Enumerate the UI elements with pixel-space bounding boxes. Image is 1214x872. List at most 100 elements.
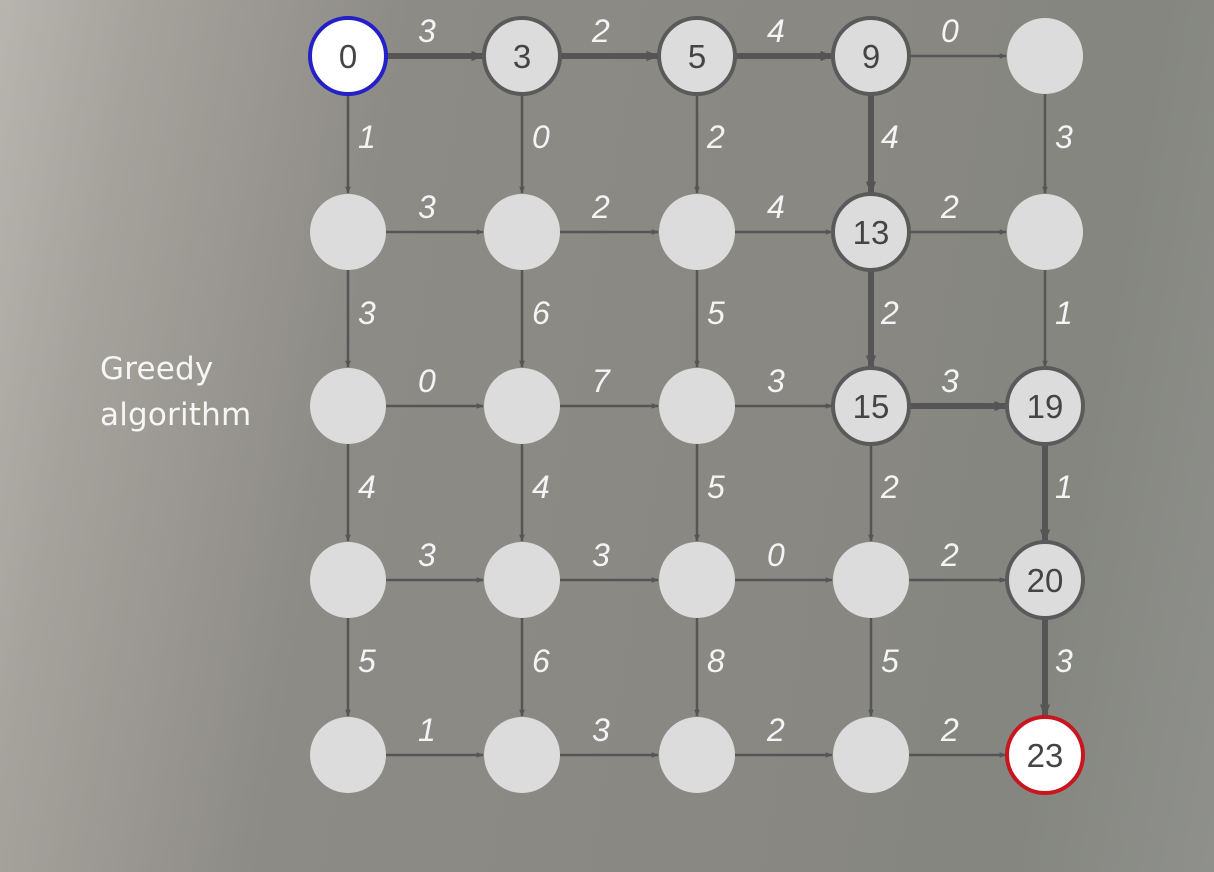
- grid-node-4-2: [659, 717, 735, 793]
- grid-node-0-3: 9: [831, 16, 911, 96]
- grid-node-2-2: [659, 368, 735, 444]
- weight-h-0-0: 3: [418, 13, 436, 49]
- caption-line-1: Greedy: [100, 351, 214, 387]
- weight-h-3-1: 3: [592, 537, 610, 573]
- weight-v-0-3: 4: [881, 119, 899, 155]
- grid-node-1-0: [310, 194, 386, 270]
- weight-v-3-4: 3: [1055, 643, 1073, 679]
- node-circle: [484, 368, 560, 444]
- node-circle: [484, 717, 560, 793]
- weight-v-0-2: 2: [706, 119, 725, 155]
- grid-node-3-0: [310, 542, 386, 618]
- node-circle: [482, 16, 562, 96]
- weight-v-0-1: 0: [532, 119, 550, 155]
- weight-v-2-1: 4: [532, 469, 550, 505]
- node-score: 3: [513, 38, 531, 75]
- node-circle: [1007, 194, 1083, 270]
- grid-node-1-3: 13: [831, 192, 911, 272]
- weight-h-1-2: 4: [767, 189, 785, 225]
- grid-node-3-1: [484, 542, 560, 618]
- grid-node-0-1: 3: [482, 16, 562, 96]
- grid-node-4-3: [833, 717, 909, 793]
- node-circle: [484, 194, 560, 270]
- node-score: 0: [339, 38, 357, 75]
- weight-h-3-0: 3: [418, 537, 436, 573]
- grid-node-4-0: [310, 717, 386, 793]
- weight-h-3-2: 0: [767, 537, 785, 573]
- weight-v-1-4: 1: [1055, 295, 1073, 331]
- grid-node-1-4: [1007, 194, 1083, 270]
- node-circle: [659, 542, 735, 618]
- end-node: 23: [1005, 715, 1085, 795]
- grid-node-3-3: [833, 542, 909, 618]
- node-circle: [659, 194, 735, 270]
- weight-v-2-2: 5: [707, 469, 725, 505]
- grid-node-3-4: 20: [1005, 540, 1085, 620]
- weight-h-2-1: 7: [592, 363, 611, 399]
- node-circle: [310, 368, 386, 444]
- weight-v-2-4: 1: [1055, 469, 1073, 505]
- weight-v-3-0: 5: [358, 643, 376, 679]
- grid-node-1-2: [659, 194, 735, 270]
- weight-v-1-3: 2: [880, 295, 899, 331]
- weight-v-3-2: 8: [707, 643, 725, 679]
- grid-node-1-1: [484, 194, 560, 270]
- node-circle: [310, 542, 386, 618]
- node-score: 15: [853, 388, 890, 425]
- node-circle: [657, 16, 737, 96]
- node-circle: [831, 366, 911, 446]
- node-circle: [659, 368, 735, 444]
- caption-line-2: algorithm: [100, 397, 252, 433]
- node-score: 20: [1027, 562, 1064, 599]
- grid-node-0-4: [1007, 18, 1083, 94]
- grid-node-2-4: 19: [1005, 366, 1085, 446]
- edges-layer: [345, 50, 1051, 758]
- caption: Greedy algorithm: [100, 346, 251, 438]
- node-score: 23: [1027, 737, 1064, 774]
- weight-v-1-0: 3: [358, 295, 376, 331]
- weight-v-3-1: 6: [532, 643, 550, 679]
- node-circle: [1005, 540, 1085, 620]
- weight-v-2-3: 2: [880, 469, 899, 505]
- node-score: 13: [853, 214, 890, 251]
- grid-node-3-2: [659, 542, 735, 618]
- node-circle: [1007, 18, 1083, 94]
- weight-v-1-1: 6: [532, 295, 550, 331]
- grid-node-0-2: 5: [657, 16, 737, 96]
- weight-h-4-0: 1: [418, 712, 436, 748]
- node-circle: [659, 717, 735, 793]
- grid-node-2-3: 15: [831, 366, 911, 446]
- grid-node-2-0: [310, 368, 386, 444]
- node-score: 5: [688, 38, 706, 75]
- weight-h-2-3: 3: [941, 363, 959, 399]
- weight-h-1-3: 2: [940, 189, 959, 225]
- edge-labels-layer: 3 2 4 03 2 4 20 7 3 33 3 0 21 3 2 21 0 2 4 33 6 5 2 14 4 5 2 15 6 8 5 3: [358, 13, 1073, 748]
- node-circle: [1005, 366, 1085, 446]
- node-score: 19: [1027, 388, 1064, 425]
- node-circle: [310, 194, 386, 270]
- weight-v-3-3: 5: [881, 643, 899, 679]
- node-circle: [831, 16, 911, 96]
- weight-h-1-1: 2: [591, 189, 610, 225]
- weight-h-4-3: 2: [940, 712, 959, 748]
- node-circle: [308, 16, 388, 96]
- weight-v-0-0: 1: [358, 119, 376, 155]
- node-circle: [833, 717, 909, 793]
- node-score: 9: [862, 38, 880, 75]
- weight-h-2-2: 3: [767, 363, 785, 399]
- start-node: 0: [308, 16, 388, 96]
- weight-v-0-4: 3: [1055, 119, 1073, 155]
- weight-h-2-0: 0: [418, 363, 436, 399]
- weight-h-0-3: 0: [941, 13, 959, 49]
- node-circle: [831, 192, 911, 272]
- weight-v-2-0: 4: [358, 469, 376, 505]
- node-circle: [484, 542, 560, 618]
- weight-h-0-2: 4: [767, 13, 785, 49]
- weight-h-4-2: 2: [766, 712, 785, 748]
- weight-h-3-3: 2: [940, 537, 959, 573]
- weight-h-0-1: 2: [591, 13, 610, 49]
- node-circle: [1005, 715, 1085, 795]
- node-circle: [833, 542, 909, 618]
